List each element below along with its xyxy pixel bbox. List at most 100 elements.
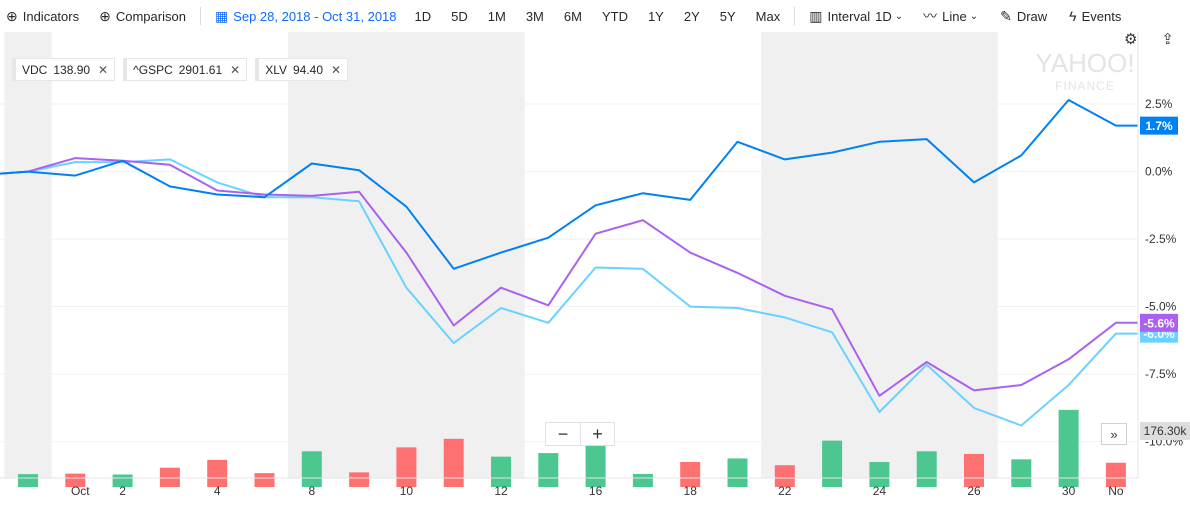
gear-icon[interactable]: ⚙: [1123, 31, 1138, 48]
interval-label: Interval: [827, 8, 871, 24]
range-label: 1M: [487, 8, 506, 24]
pencil-icon: ✎: [1000, 7, 1012, 24]
volume-bar: [301, 451, 322, 487]
candles-icon: ▥: [809, 7, 823, 24]
x-tick-label: 8: [308, 484, 315, 498]
x-tick-label: 26: [967, 484, 981, 498]
interval-dropdown[interactable]: ▥ Interval 1D ⌄: [809, 0, 903, 32]
watermark-line1: YAHOO!: [1035, 48, 1134, 78]
close-icon[interactable]: ✕: [230, 62, 241, 77]
lightning-icon: ϟ: [1069, 8, 1077, 24]
series-end-labels: -6.0%-5.6%1.7%176.30k: [1140, 116, 1190, 440]
y-tick-label: -5.0%: [1145, 300, 1177, 314]
x-tick-label: 4: [214, 484, 221, 498]
comparison-legend: VDC 138.90 ✕ ^GSPC 2901.61 ✕ XLV 94.40 ✕: [12, 58, 349, 81]
volume-bar: [18, 474, 38, 487]
week-band: [4, 32, 52, 478]
range-1m-button[interactable]: 1M: [488, 0, 506, 32]
watermark-line2: FINANCE: [1055, 79, 1115, 93]
range-label: 5Y: [719, 8, 736, 24]
end-label-badge: [1140, 313, 1178, 332]
date-range-button[interactable]: ▦ Sep 28, 2018 - Oct 31, 2018: [215, 0, 397, 32]
x-tick-label: 16: [589, 484, 603, 498]
plus-circle-icon: ⊕: [99, 7, 111, 24]
date-range-label: Sep 28, 2018 - Oct 31, 2018: [233, 8, 397, 24]
range-max-button[interactable]: Max: [756, 0, 781, 32]
range-label: 3M: [525, 8, 544, 24]
range-6m-button[interactable]: 6M: [564, 0, 582, 32]
x-tick-label: Oct: [71, 484, 90, 498]
range-1d-button[interactable]: 1D: [415, 0, 432, 32]
close-icon[interactable]: ✕: [331, 62, 342, 77]
x-tick-label: 24: [873, 484, 887, 498]
series-lines: [0, 99, 1138, 427]
range-5y-button[interactable]: 5Y: [720, 0, 736, 32]
volume-bar: [1105, 462, 1126, 487]
week-band: [761, 32, 998, 478]
legend-chip-xlv[interactable]: XLV 94.40 ✕: [255, 58, 349, 81]
close-icon[interactable]: ✕: [98, 62, 109, 77]
range-label: Max: [755, 8, 781, 24]
volume-bar: [916, 451, 937, 487]
y-tick-label: -2.5%: [1145, 232, 1177, 246]
legend-symbol: ^GSPC: [133, 62, 173, 77]
volume-bar: [207, 459, 228, 487]
indicators-button[interactable]: ⊕ Indicators: [6, 0, 79, 32]
volume-label-text: 176.30k: [1144, 424, 1188, 438]
legend-chip-gspc[interactable]: ^GSPC 2901.61 ✕: [123, 58, 248, 81]
range-label: 1Y: [647, 8, 664, 24]
yahoo-finance-watermark: YAHOO! FINANCE: [1035, 48, 1134, 93]
draw-button[interactable]: ✎ Draw: [1000, 0, 1047, 32]
volume-bar: [491, 456, 511, 487]
volume-bar: [538, 453, 559, 487]
chart-corner-tools: ⚙ ⇪: [1124, 30, 1174, 48]
plus-circle-icon: ⊕: [6, 7, 18, 24]
x-tick-label: 30: [1062, 484, 1076, 498]
chevron-down-icon: ⌄: [969, 10, 979, 22]
events-button[interactable]: ϟ Events: [1069, 0, 1121, 32]
volume-bars: [18, 409, 1126, 487]
range-ytd-button[interactable]: YTD: [602, 0, 628, 32]
chart-type-dropdown[interactable]: 〰 Line ⌄: [923, 0, 978, 32]
range-3m-button[interactable]: 3M: [526, 0, 544, 32]
volume-bar: [680, 462, 701, 487]
volume-bar: [349, 472, 370, 487]
scroll-right-button[interactable]: »: [1101, 423, 1127, 445]
volume-bar: [632, 473, 653, 487]
volume-label-badge: [1140, 422, 1190, 440]
legend-chip-vdc[interactable]: VDC 138.90 ✕: [12, 58, 116, 81]
volume-bar: [727, 458, 748, 487]
zoom-in-button[interactable]: +: [580, 423, 614, 445]
series-line-gspc: [0, 158, 1138, 427]
volume-bar: [65, 473, 86, 487]
end-label-text: 1.7%: [1145, 119, 1173, 133]
range-2y-button[interactable]: 2Y: [684, 0, 700, 32]
share-icon[interactable]: ⇪: [1161, 31, 1174, 48]
volume-bar: [159, 467, 180, 487]
legend-value: 138.90: [53, 62, 91, 77]
x-tick-label: 10: [400, 484, 414, 498]
y-tick-label: 0.0%: [1145, 165, 1173, 179]
range-label: 1D: [414, 8, 432, 24]
legend-value: 2901.61: [178, 62, 223, 77]
range-label: YTD: [601, 8, 628, 24]
comparison-button[interactable]: ⊕ Comparison: [99, 0, 186, 32]
legend-symbol: VDC: [22, 62, 48, 77]
toolbar-divider: [199, 7, 201, 25]
chart-type-label: Line: [942, 8, 967, 24]
x-tick-label: 2: [119, 484, 126, 498]
range-1y-button[interactable]: 1Y: [648, 0, 664, 32]
x-tick-label: 18: [684, 484, 698, 498]
zoom-out-button[interactable]: −: [557, 423, 569, 444]
toolbar-divider: [794, 7, 796, 25]
chart-toolbar: ⊕ Indicators ⊕ Comparison ▦ Sep 28, 2018…: [0, 0, 1190, 32]
comparison-chart: YAHOO! FINANCE 2.5%0.0%-2.5%-5.0%-7.5%-1…: [0, 32, 1190, 498]
range-5d-button[interactable]: 5D: [451, 0, 468, 32]
end-label-badge: [1140, 116, 1178, 135]
volume-bar: [774, 465, 795, 487]
range-label: 5D: [451, 8, 468, 24]
volume-bar: [1011, 459, 1032, 487]
y-tick-label: 2.5%: [1145, 97, 1173, 111]
range-label: 6M: [563, 8, 582, 24]
volume-bar: [964, 453, 984, 487]
